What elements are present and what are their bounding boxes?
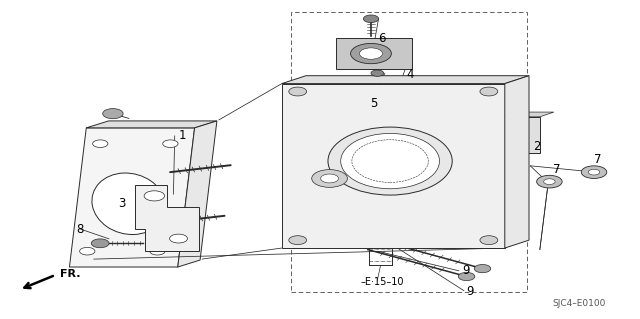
Text: 4: 4 [406, 68, 414, 81]
Circle shape [480, 236, 498, 245]
Polygon shape [86, 121, 217, 128]
Circle shape [588, 169, 600, 175]
Text: 6: 6 [379, 32, 386, 45]
Text: 9: 9 [462, 264, 470, 277]
Circle shape [312, 170, 348, 187]
Polygon shape [70, 128, 195, 267]
Circle shape [351, 43, 392, 64]
Circle shape [458, 272, 475, 281]
Polygon shape [505, 76, 529, 248]
Circle shape [364, 15, 379, 23]
Polygon shape [505, 117, 540, 153]
Ellipse shape [328, 127, 452, 195]
Text: –E·15–10: –E·15–10 [361, 277, 404, 287]
Text: 7: 7 [594, 153, 602, 166]
Circle shape [163, 140, 178, 147]
Text: 2: 2 [534, 140, 541, 153]
Circle shape [289, 236, 307, 245]
Circle shape [92, 239, 109, 248]
Circle shape [150, 248, 165, 255]
Polygon shape [336, 38, 412, 69]
Text: 9: 9 [467, 285, 474, 298]
Circle shape [289, 87, 307, 96]
Circle shape [144, 191, 164, 201]
Circle shape [360, 48, 383, 59]
Circle shape [93, 140, 108, 147]
Text: SJC4–E0100: SJC4–E0100 [553, 299, 606, 308]
Circle shape [537, 175, 562, 188]
Circle shape [321, 174, 339, 183]
Text: 3: 3 [118, 197, 125, 210]
Bar [291, 12, 527, 292]
Circle shape [79, 248, 95, 255]
Ellipse shape [92, 173, 166, 234]
Polygon shape [282, 84, 505, 248]
Circle shape [371, 70, 384, 76]
Text: FR.: FR. [60, 269, 81, 279]
Circle shape [581, 166, 607, 178]
Circle shape [102, 108, 123, 119]
Circle shape [543, 179, 555, 184]
Ellipse shape [340, 133, 440, 189]
Circle shape [480, 87, 498, 96]
Circle shape [170, 234, 188, 243]
Text: 5: 5 [370, 97, 377, 110]
Polygon shape [505, 112, 554, 117]
Text: 1: 1 [179, 129, 186, 142]
Circle shape [474, 264, 491, 273]
Polygon shape [178, 121, 217, 267]
Text: 7: 7 [553, 163, 561, 176]
Polygon shape [135, 185, 199, 251]
Polygon shape [282, 76, 529, 84]
Text: 8: 8 [77, 223, 84, 235]
